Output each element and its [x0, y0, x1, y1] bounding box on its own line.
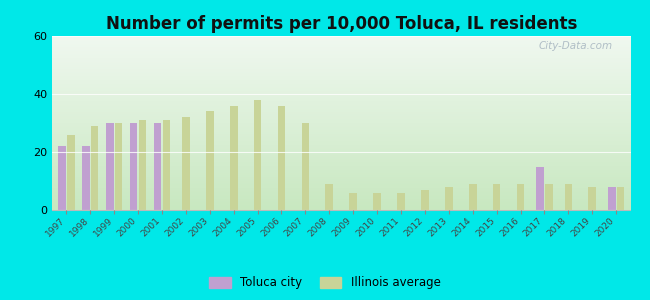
Bar — [182, 117, 190, 210]
Bar — [397, 193, 405, 210]
Bar — [326, 184, 333, 210]
Bar — [115, 123, 122, 210]
Bar — [302, 123, 309, 210]
Bar — [254, 100, 261, 210]
Bar — [373, 193, 381, 210]
Bar — [617, 187, 625, 210]
Bar — [278, 106, 285, 210]
Bar — [445, 187, 452, 210]
Legend: Toluca city, Illinois average: Toluca city, Illinois average — [205, 272, 445, 294]
Bar — [469, 184, 476, 210]
Bar — [106, 123, 114, 210]
Bar — [153, 123, 161, 210]
Bar — [67, 135, 75, 210]
Bar — [545, 184, 552, 210]
Text: City-Data.com: City-Data.com — [539, 41, 613, 51]
Bar — [517, 184, 525, 210]
Title: Number of permits per 10,000 Toluca, IL residents: Number of permits per 10,000 Toluca, IL … — [105, 15, 577, 33]
Bar — [82, 146, 90, 210]
Bar — [206, 111, 214, 210]
Bar — [421, 190, 429, 210]
Bar — [536, 167, 544, 210]
Bar — [58, 146, 66, 210]
Bar — [91, 126, 99, 210]
Bar — [130, 123, 137, 210]
Bar — [493, 184, 500, 210]
Bar — [138, 120, 146, 210]
Bar — [350, 193, 357, 210]
Bar — [588, 187, 596, 210]
Bar — [162, 120, 170, 210]
Bar — [608, 187, 616, 210]
Bar — [230, 106, 237, 210]
Bar — [564, 184, 572, 210]
